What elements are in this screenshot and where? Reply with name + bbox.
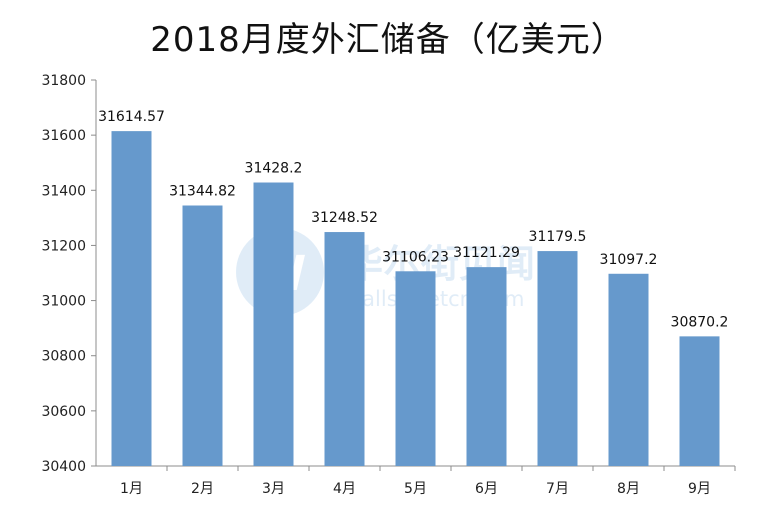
bar-2 xyxy=(182,205,223,466)
y-tick-label: 30800 xyxy=(41,349,86,365)
data-label: 31097.2 xyxy=(600,252,658,268)
x-tick-label: 8月 xyxy=(617,481,640,497)
data-label: 31121.29 xyxy=(453,245,520,261)
x-tick-label: 6月 xyxy=(475,481,498,497)
bar-4 xyxy=(324,232,365,466)
y-tick-label: 31400 xyxy=(41,183,86,199)
y-tick-label: 31800 xyxy=(41,73,86,89)
y-tick-label: 30600 xyxy=(41,404,86,420)
x-tick-label: 1月 xyxy=(120,481,143,497)
bars xyxy=(111,131,720,467)
data-label: 31344.82 xyxy=(169,183,236,199)
data-label: 31614.57 xyxy=(98,109,165,125)
x-tick-label: 2月 xyxy=(191,481,214,497)
axes: 30400 30600 30800 31000 31200 31400 31600 31800… xyxy=(41,73,736,497)
data-label: 31428.2 xyxy=(245,161,303,177)
x-tick-label: 9月 xyxy=(688,481,711,497)
y-tick-label: 31000 xyxy=(41,294,86,310)
bar-9 xyxy=(679,336,720,466)
bar-5 xyxy=(395,271,436,466)
y-tick-label: 31200 xyxy=(41,238,86,254)
data-label: 31248.52 xyxy=(311,210,378,226)
bar-3 xyxy=(253,182,294,467)
bar-7 xyxy=(537,251,578,466)
y-tick-label: 30400 xyxy=(41,459,86,475)
x-tick-label: 3月 xyxy=(262,481,285,497)
x-tick-label: 7月 xyxy=(546,481,569,497)
bar-6 xyxy=(466,267,507,466)
chart-title: 2018月度外汇储备（亿美元） xyxy=(150,20,626,60)
data-label: 30870.2 xyxy=(671,314,729,330)
bar-8 xyxy=(608,273,649,466)
data-label: 31106.23 xyxy=(382,249,449,265)
data-label: 31179.5 xyxy=(529,229,587,245)
x-tick-label: 4月 xyxy=(333,481,356,497)
y-tick-label: 31600 xyxy=(41,128,86,144)
bar-1 xyxy=(111,131,152,466)
x-tick-label: 5月 xyxy=(404,481,427,497)
